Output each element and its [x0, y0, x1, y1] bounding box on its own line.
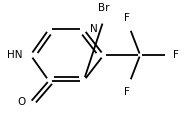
Text: F: F — [124, 13, 130, 23]
Text: Br: Br — [98, 3, 109, 13]
Text: F: F — [173, 50, 179, 60]
Text: O: O — [17, 97, 26, 107]
Text: F: F — [124, 87, 130, 97]
Text: N: N — [90, 24, 98, 34]
Text: HN: HN — [7, 50, 22, 60]
